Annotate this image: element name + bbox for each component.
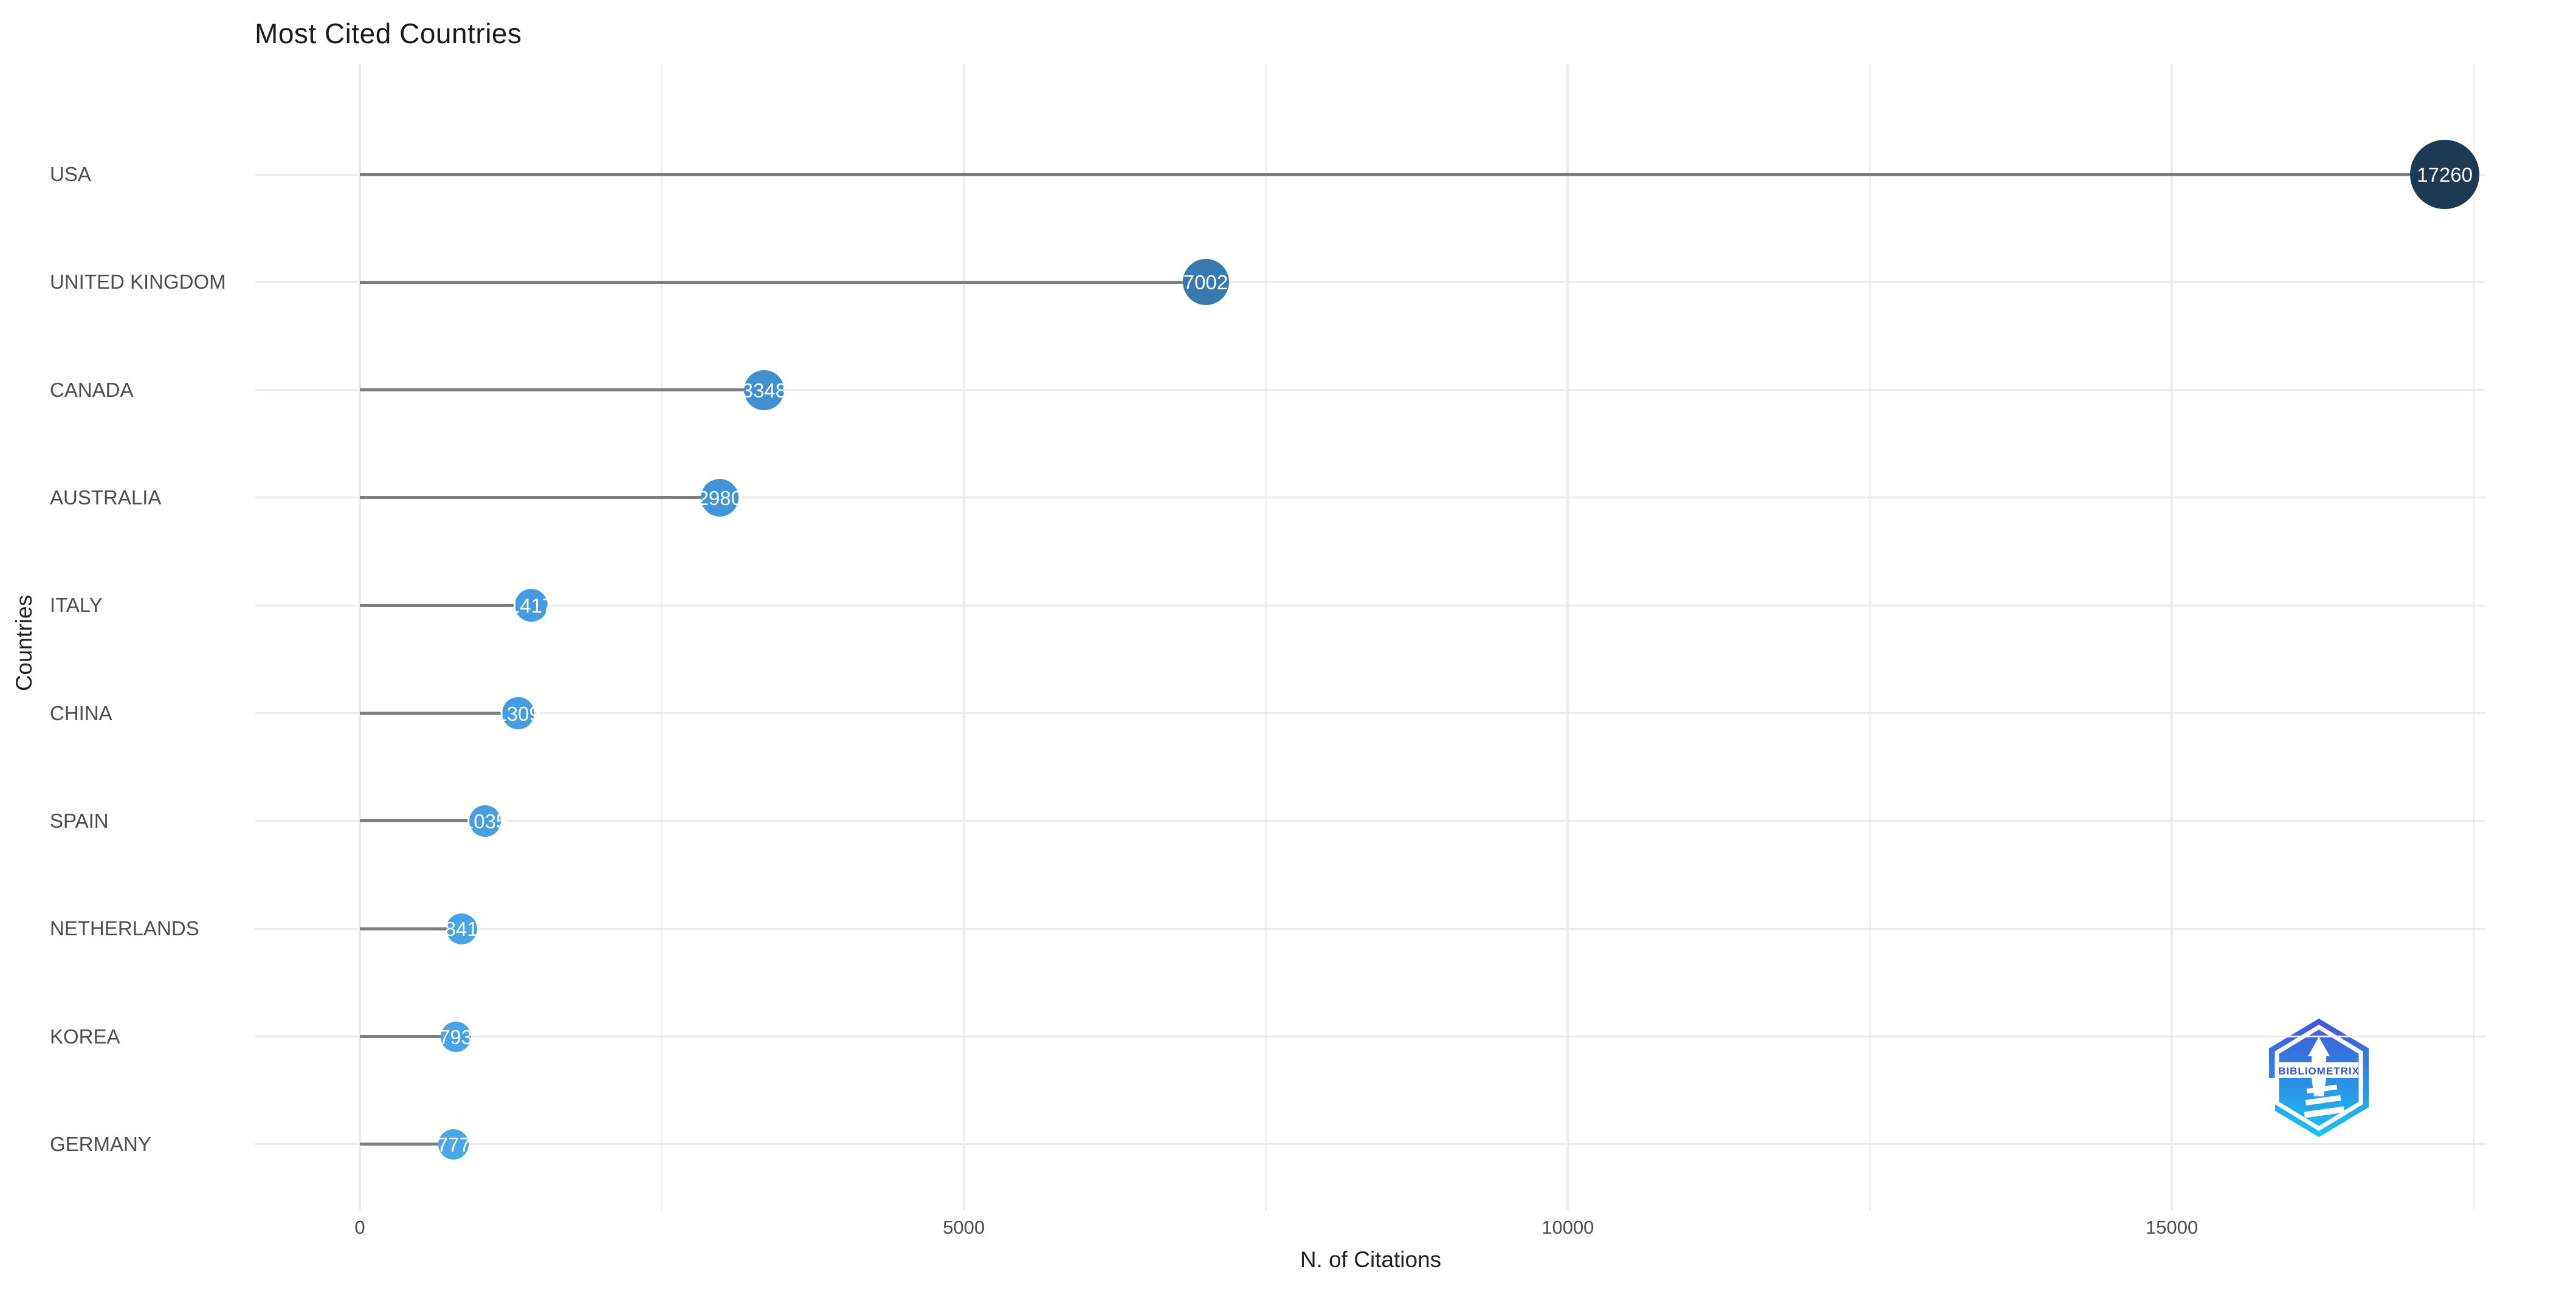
lollipop-stem	[360, 1143, 454, 1146]
y-axis-category-label: AUSTRALIA	[50, 486, 162, 509]
data-point-label: 1309	[495, 702, 540, 725]
data-point	[744, 370, 785, 410]
data-point-label: 3348	[742, 379, 787, 402]
x-axis-tick-label: 0	[354, 1217, 365, 1238]
y-axis-category-label: CHINA	[50, 701, 112, 724]
gridline-horizontal	[255, 1143, 2486, 1146]
data-point-label: 777	[436, 1133, 470, 1156]
gridline-horizontal	[255, 1036, 2486, 1038]
y-axis-category-label: NETHERLANDS	[50, 917, 199, 940]
y-axis-title: Countries	[12, 594, 36, 692]
data-point	[2410, 140, 2480, 209]
data-point-label: 17260	[2417, 163, 2473, 186]
gridline-horizontal	[255, 604, 2486, 607]
data-point	[514, 589, 548, 622]
chart-title: Most Cited Countries	[255, 18, 522, 49]
data-point	[469, 805, 501, 837]
gridline-vertical-minor	[1868, 64, 1871, 1211]
lollipop-stem	[360, 819, 485, 823]
lollipop-stem	[360, 388, 765, 392]
bibliometrix-logo-icon: BIBLIOMETRIX	[2269, 1019, 2369, 1137]
y-axis-category-label: SPAIN	[50, 809, 109, 832]
gridline-vertical-major	[2171, 64, 2173, 1211]
y-axis-category-label: CANADA	[50, 378, 134, 401]
data-point-label: 1417	[508, 594, 554, 617]
data-point	[701, 478, 739, 517]
y-axis-category-label: USA	[50, 163, 91, 185]
x-axis-tick-label: 10000	[1541, 1217, 1594, 1238]
lollipop-stem	[360, 927, 462, 930]
x-axis-title: N. of Citations	[1300, 1247, 1442, 1272]
gridline-horizontal	[255, 281, 2486, 283]
gridline-vertical-minor	[1265, 64, 1267, 1211]
gridline-horizontal	[255, 712, 2486, 715]
lollipop-stem	[360, 712, 518, 715]
x-axis-tick-label: 15000	[2145, 1217, 2199, 1238]
gridline-horizontal	[255, 927, 2486, 930]
gridline-vertical-major	[359, 64, 361, 1211]
y-axis-category-label: KOREA	[50, 1025, 120, 1048]
lollipop-stem	[360, 173, 2445, 176]
lollipop-stem	[360, 496, 720, 500]
data-point	[440, 1021, 471, 1052]
gridline-vertical-minor	[2473, 64, 2475, 1211]
gridline-vertical-major	[962, 64, 965, 1211]
lollipop-stem	[360, 1035, 456, 1039]
lollipop-stem	[360, 603, 531, 607]
lollipop-stem	[360, 280, 1206, 284]
gridline-vertical-major	[1566, 64, 1569, 1211]
data-point	[501, 697, 534, 730]
y-axis-category-label: GERMANY	[50, 1132, 151, 1155]
y-axis-category-label: UNITED KINGDOM	[50, 270, 226, 294]
y-axis-category-label: ITALY	[50, 594, 103, 617]
bibliometrix-logo: BIBLIOMETRIX	[2269, 1019, 2369, 1137]
data-point	[438, 1129, 469, 1160]
data-point-label: 2980	[697, 486, 742, 509]
gridline-horizontal	[255, 820, 2486, 822]
data-point-label: 841	[444, 918, 478, 941]
gridline-horizontal	[255, 497, 2486, 499]
bibliometrix-logo-text: BIBLIOMETRIX	[2278, 1065, 2360, 1077]
data-point	[446, 913, 477, 944]
data-point	[1182, 259, 1229, 306]
x-axis-tick-label: 5000	[943, 1217, 985, 1238]
gridline-horizontal	[255, 389, 2486, 391]
data-point-label: 7002	[1183, 271, 1228, 294]
data-point-label: 793	[439, 1025, 473, 1048]
gridline-vertical-minor	[661, 64, 663, 1211]
data-point-label: 1035	[462, 809, 508, 833]
